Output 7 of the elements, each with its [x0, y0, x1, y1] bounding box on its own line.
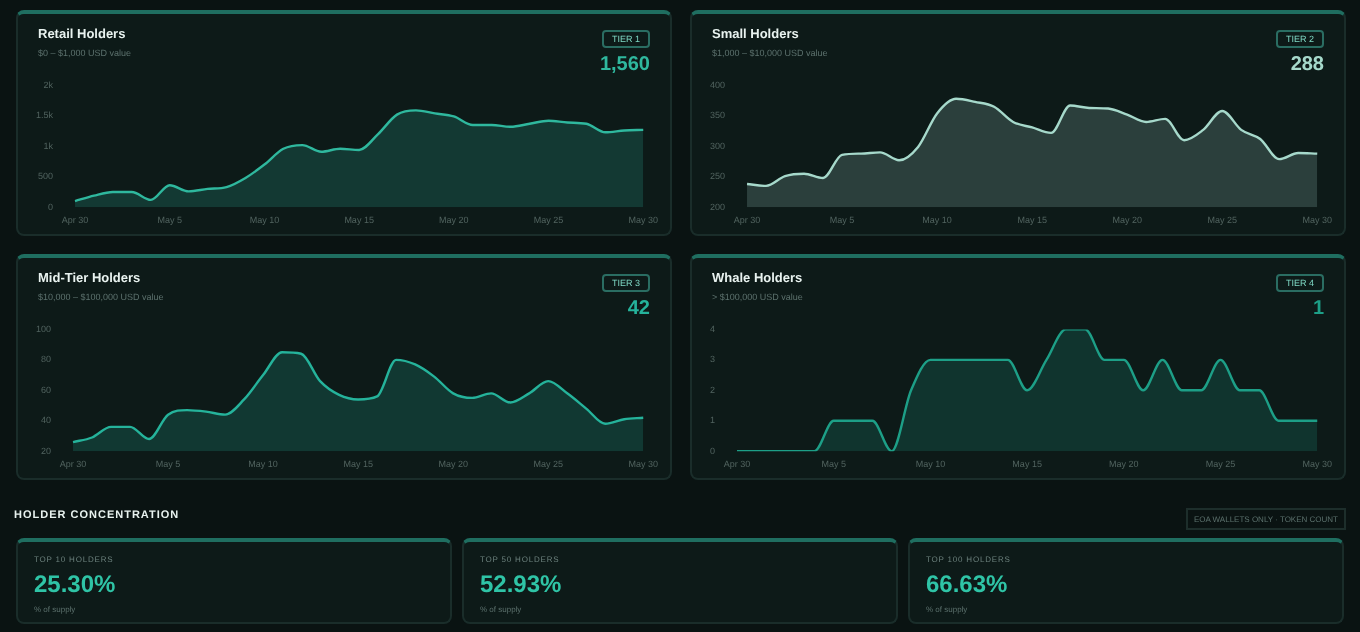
text: 288	[1290, 54, 1324, 76]
text: 66.63%	[926, 570, 1008, 598]
text: 1,560	[599, 54, 650, 76]
text: 42	[627, 298, 650, 320]
text: 1	[1312, 298, 1324, 320]
text: 25.30%	[34, 570, 116, 598]
text: 52.93%	[480, 570, 562, 598]
